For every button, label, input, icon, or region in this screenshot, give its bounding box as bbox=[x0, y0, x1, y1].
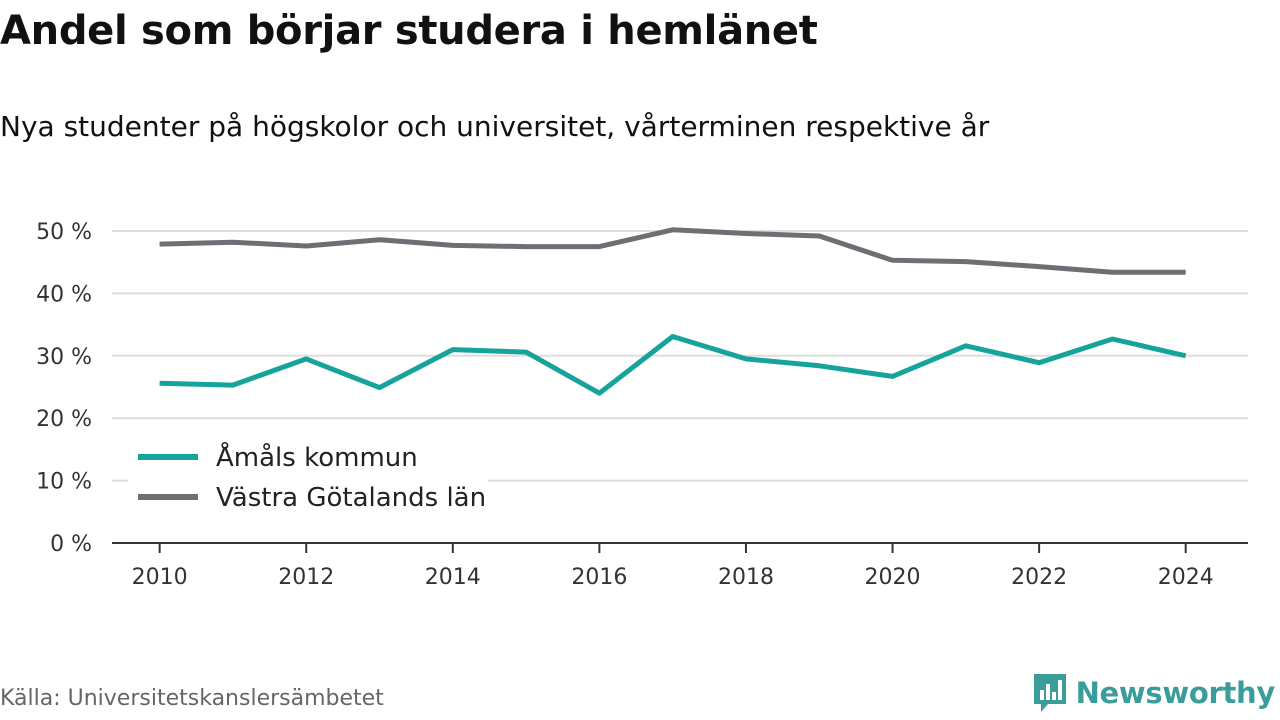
brand-logo: Newsworthy bbox=[1032, 672, 1275, 714]
chart-subtitle: Nya studenter på högskolor och universit… bbox=[0, 110, 990, 143]
y-tick-label: 40 % bbox=[36, 282, 92, 307]
y-tick-label: 30 % bbox=[36, 345, 92, 370]
y-tick-label: 10 % bbox=[36, 470, 92, 495]
legend-label: Västra Götalands län bbox=[216, 483, 486, 513]
y-tick-label: 50 % bbox=[36, 220, 92, 245]
series-line-2 bbox=[159, 227, 1186, 275]
x-tick-label: 2024 bbox=[1158, 565, 1214, 590]
x-axis-ticks: 2010 2012 2014 2016 2018 2020 2022 2024 bbox=[132, 543, 1214, 590]
x-tick-label: 2012 bbox=[278, 565, 334, 590]
y-tick-label: 0 % bbox=[50, 532, 92, 557]
x-tick-label: 2018 bbox=[718, 565, 774, 590]
x-tick-label: 2020 bbox=[865, 565, 921, 590]
legend: Åmåls kommun Västra Götalands län bbox=[128, 432, 488, 522]
y-axis-ticks: 0 % 10 % 20 % 30 % 40 % 50 % bbox=[36, 220, 92, 557]
x-tick-label: 2022 bbox=[1011, 565, 1067, 590]
x-tick-label: 2010 bbox=[132, 565, 188, 590]
source-note: Källa: Universitetskanslersämbetet bbox=[0, 686, 384, 711]
y-tick-label: 20 % bbox=[36, 407, 92, 432]
legend-background bbox=[128, 432, 488, 522]
series-lines bbox=[159, 227, 1187, 396]
brand-name: Newsworthy bbox=[1075, 676, 1276, 710]
legend-label: Åmåls kommun bbox=[216, 441, 418, 473]
x-tick-label: 2014 bbox=[425, 565, 481, 590]
series-line-1 bbox=[159, 334, 1187, 396]
chart-title: Andel som börjar studera i hemlänet bbox=[0, 8, 818, 54]
x-tick-label: 2016 bbox=[571, 565, 627, 590]
bar-chart-bubble-icon bbox=[1033, 674, 1066, 712]
